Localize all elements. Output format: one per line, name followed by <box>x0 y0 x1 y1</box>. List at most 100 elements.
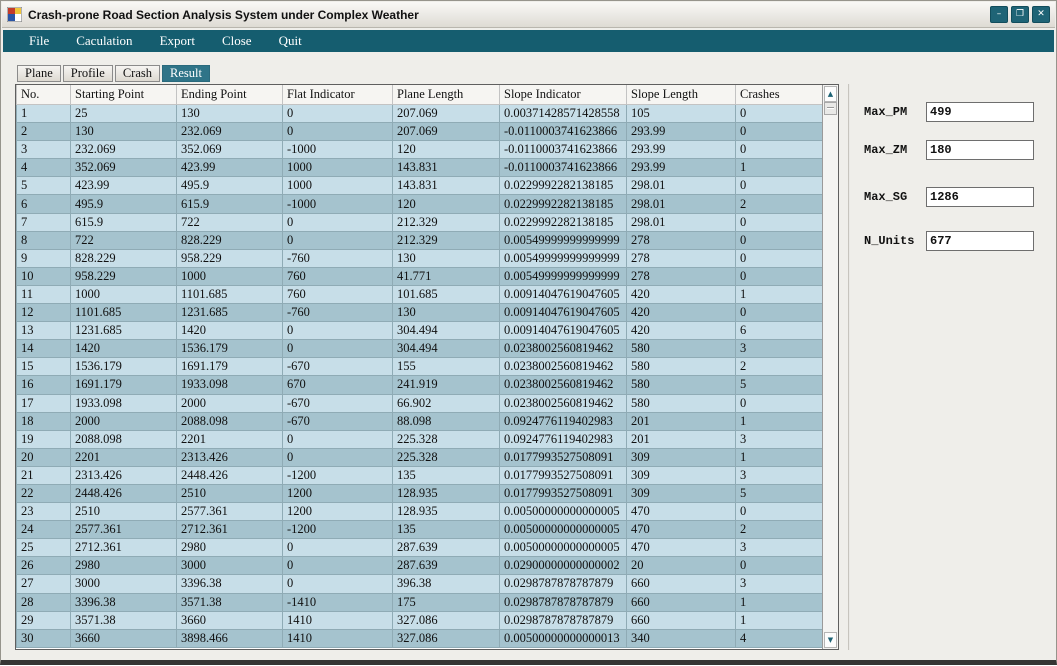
table-cell[interactable]: 1536.179 <box>176 339 283 359</box>
table-cell[interactable]: 278 <box>626 266 736 286</box>
table-cell[interactable]: 1933.098 <box>176 375 283 395</box>
table-cell[interactable]: 3 <box>16 140 71 160</box>
table-cell[interactable]: 23 <box>16 502 71 522</box>
table-cell[interactable]: 10 <box>16 266 71 286</box>
table-cell[interactable]: 722 <box>70 230 177 250</box>
table-cell[interactable]: 1000 <box>70 284 177 305</box>
table-row[interactable]: 30 3660 3898.466 1410 327.086 0.0050000000000… <box>16 628 822 648</box>
table-cell[interactable]: 130 <box>176 103 283 124</box>
table-cell[interactable]: 420 <box>626 303 736 323</box>
table-cell[interactable]: 304.494 <box>392 321 500 341</box>
table-cell[interactable]: 22 <box>16 483 71 504</box>
table-cell[interactable]: 309 <box>626 465 736 485</box>
table-row[interactable]: 26 2980 3000 0 287.639 0.02900000000000002 20 0 <box>16 556 822 576</box>
table-cell[interactable]: 120 <box>392 194 500 214</box>
table-cell[interactable]: 0.00500000000000005 <box>499 520 627 540</box>
table-cell[interactable]: 0 <box>282 574 393 594</box>
table-cell[interactable]: 135 <box>392 465 500 485</box>
table-cell[interactable]: 7 <box>16 212 71 232</box>
table-cell[interactable]: 0.02900000000000002 <box>499 556 627 576</box>
table-cell[interactable]: 143.831 <box>392 176 500 196</box>
table-cell[interactable]: 5 <box>16 176 71 196</box>
scroll-down-icon[interactable]: ▼ <box>824 632 837 648</box>
table-row[interactable]: 5 423.99 495.9 1000 143.831 0.022999228213818… <box>16 176 822 196</box>
table-cell[interactable]: 155 <box>392 357 500 377</box>
max-zm-input[interactable] <box>926 140 1034 160</box>
table-cell[interactable]: 0.0238002560819462 <box>499 339 627 359</box>
table-cell[interactable]: 225.328 <box>392 429 500 449</box>
table-row[interactable]: 17 1933.098 2000 -670 66.902 0.02380025608194… <box>16 393 822 413</box>
table-row[interactable]: 13 1231.685 1420 0 304.494 0.0091404761904760… <box>16 321 822 341</box>
table-cell[interactable]: 470 <box>626 520 736 540</box>
table-cell[interactable]: 760 <box>282 284 393 305</box>
table-cell[interactable]: 1000 <box>282 158 393 178</box>
table-cell[interactable]: 1231.685 <box>176 303 283 323</box>
table-cell[interactable]: 30 <box>16 628 71 648</box>
table-cell[interactable]: 2201 <box>70 447 177 467</box>
table-row[interactable]: 9 828.229 958.229 -760 130 0.0054999999999999… <box>16 248 822 268</box>
table-cell[interactable]: 1420 <box>70 339 177 359</box>
table-cell[interactable]: 6 <box>16 194 71 214</box>
table-cell[interactable]: -760 <box>282 303 393 323</box>
table-cell[interactable]: 207.069 <box>392 103 500 124</box>
table-cell[interactable]: 760 <box>282 266 393 286</box>
table-cell[interactable]: 278 <box>626 230 736 250</box>
table-cell[interactable]: 212.329 <box>392 212 500 232</box>
vertical-scrollbar[interactable]: ▲ ▼ <box>822 85 838 649</box>
table-cell[interactable]: 660 <box>626 592 736 612</box>
table-cell[interactable]: 278 <box>626 248 736 268</box>
table-cell[interactable]: 670 <box>282 375 393 395</box>
table-cell[interactable]: 26 <box>16 556 71 576</box>
table-cell[interactable]: 327.086 <box>392 610 500 630</box>
table-cell[interactable]: 0.00500000000000005 <box>499 502 627 522</box>
table-cell[interactable]: 660 <box>626 610 736 630</box>
table-cell[interactable]: 0.0298787878787879 <box>499 610 627 630</box>
table-cell[interactable]: 0.00549999999999999 <box>499 230 627 250</box>
table-cell[interactable]: -1410 <box>282 592 393 612</box>
table-cell[interactable]: 2313.426 <box>176 447 283 467</box>
table-cell[interactable]: 130 <box>70 122 177 142</box>
scroll-up-icon[interactable]: ▲ <box>824 86 837 102</box>
table-cell[interactable]: 2 <box>16 122 71 142</box>
table-cell[interactable]: 128.935 <box>392 502 500 522</box>
table-cell[interactable]: 8 <box>16 230 71 250</box>
table-cell[interactable]: 309 <box>626 447 736 467</box>
table-cell[interactable]: 201 <box>626 411 736 431</box>
table-cell[interactable]: 232.069 <box>176 122 283 142</box>
table-cell[interactable]: 2712.361 <box>176 520 283 540</box>
table-cell[interactable]: 66.902 <box>392 393 500 413</box>
table-cell[interactable]: 1 <box>16 103 71 124</box>
table-cell[interactable]: -760 <box>282 248 393 268</box>
table-cell[interactable]: -670 <box>282 411 393 431</box>
table-cell[interactable]: 2577.361 <box>176 502 283 522</box>
table-cell[interactable]: 16 <box>16 375 71 395</box>
table-cell[interactable]: 0.00914047619047605 <box>499 284 627 305</box>
column-header[interactable]: Slope Length <box>626 85 736 105</box>
table-row[interactable]: 25 2712.361 2980 0 287.639 0.0050000000000000… <box>16 538 822 558</box>
scrollbar-thumb[interactable] <box>824 102 837 115</box>
table-row[interactable]: 4 352.069 423.99 1000 143.831 -0.011000374162… <box>16 158 822 178</box>
table-cell[interactable]: 0 <box>282 339 393 359</box>
table-cell[interactable]: 470 <box>626 538 736 558</box>
table-cell[interactable]: 1536.179 <box>70 357 177 377</box>
table-cell[interactable]: 958.229 <box>70 266 177 286</box>
table-row[interactable]: 18 2000 2088.098 -670 88.098 0.09247761194029… <box>16 411 822 431</box>
table-cell[interactable]: 20 <box>16 447 71 467</box>
table-cell[interactable]: 1691.179 <box>70 375 177 395</box>
table-cell[interactable]: 101.685 <box>392 284 500 305</box>
table-cell[interactable]: 2088.098 <box>70 429 177 449</box>
table-row[interactable]: 20 2201 2313.426 0 225.328 0.0177993527508091… <box>16 447 822 467</box>
table-cell[interactable]: 298.01 <box>626 176 736 196</box>
table-cell[interactable]: -670 <box>282 393 393 413</box>
table-cell[interactable]: 105 <box>626 103 736 124</box>
table-row[interactable]: 29 3571.38 3660 1410 327.086 0.02987878787878… <box>16 610 822 630</box>
table-cell[interactable]: 1691.179 <box>176 357 283 377</box>
table-cell[interactable]: 175 <box>392 592 500 612</box>
table-row[interactable]: 2 130 232.069 0 207.069 -0.0110003741623866 29… <box>16 122 822 142</box>
table-cell[interactable]: 0 <box>735 122 822 142</box>
table-cell[interactable]: 11 <box>16 284 71 305</box>
table-cell[interactable]: 5 <box>735 483 822 504</box>
table-cell[interactable]: 2510 <box>176 483 283 504</box>
table-cell[interactable]: 293.99 <box>626 158 736 178</box>
table-cell[interactable]: 24 <box>16 520 71 540</box>
